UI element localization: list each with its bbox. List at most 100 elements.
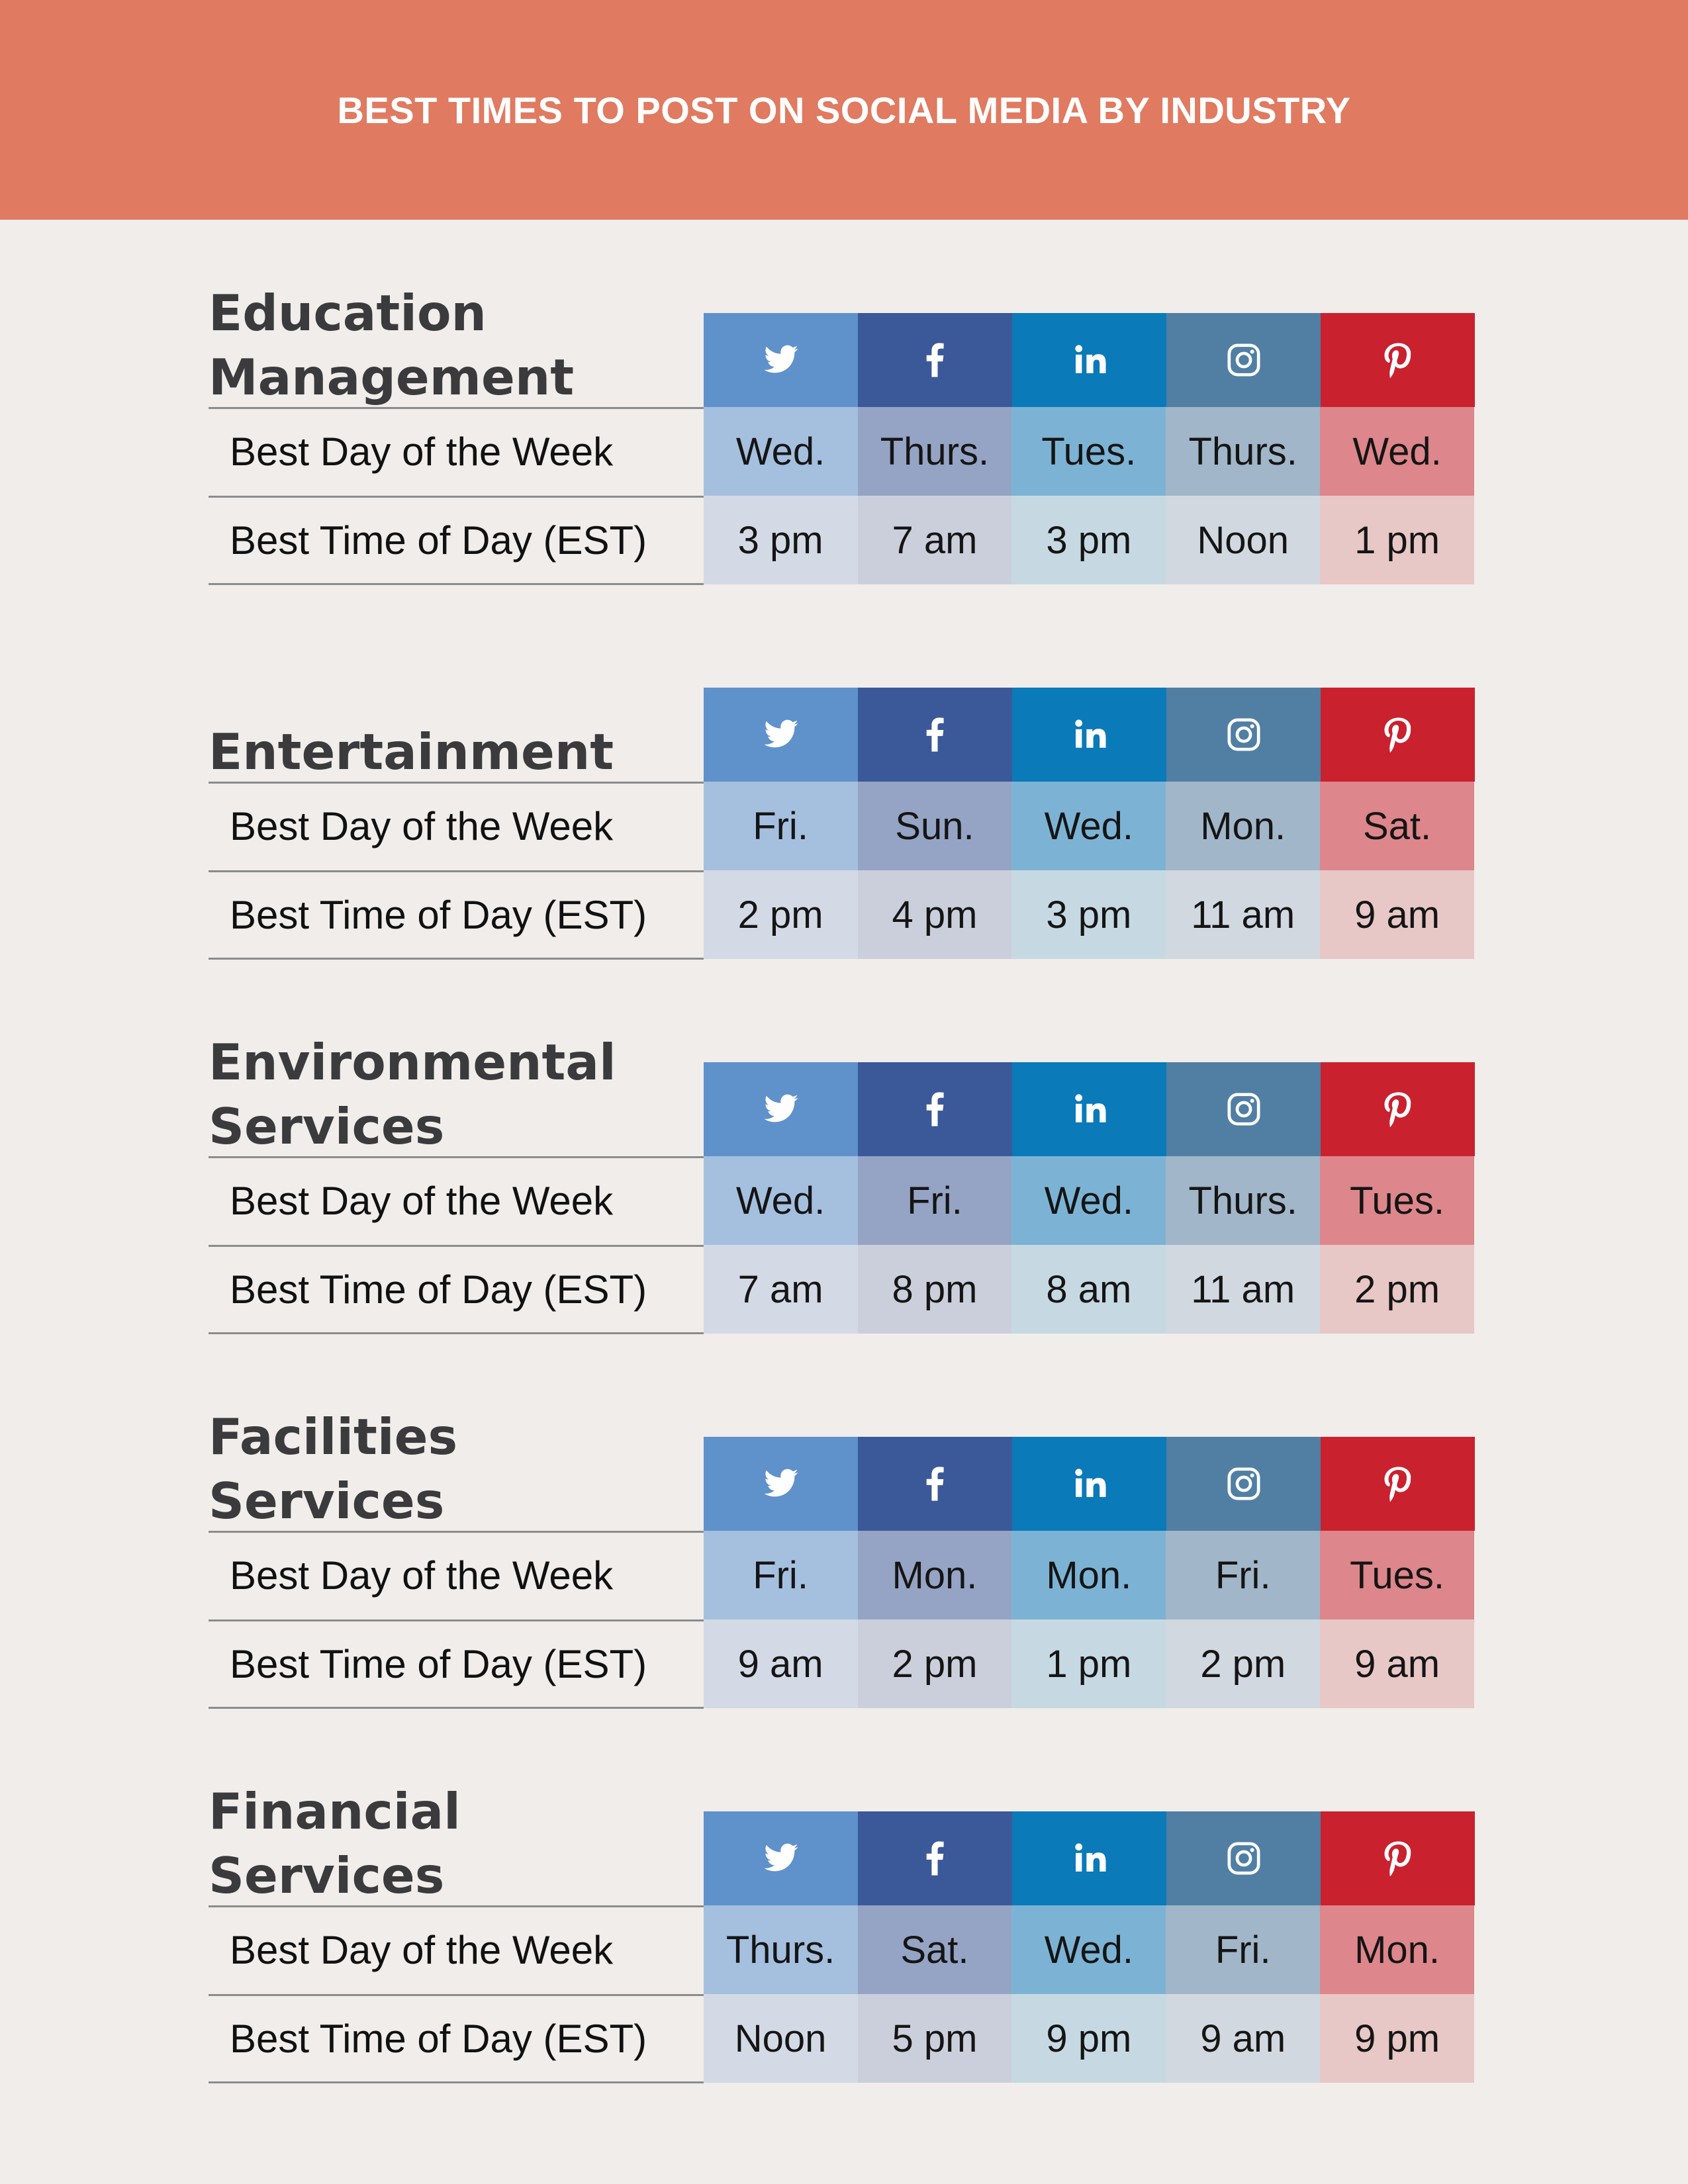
industry-title-line: Entertainment <box>209 723 614 781</box>
twitter-time-cell: 2 pm <box>703 870 858 959</box>
industry-title: Entertainment <box>209 720 698 784</box>
pinterest-day-cell: Wed. <box>1320 407 1474 496</box>
facebook-day-cell: Sat. <box>857 1905 1012 1994</box>
best-time-row: Best Time of Day (EST) 3 pm 7 am 3 pm Noon 1 … <box>209 496 1474 584</box>
row-label: Best Day of the Week <box>209 1905 704 1993</box>
pinterest-icon <box>1321 1062 1475 1156</box>
pinterest-icon <box>1321 1811 1475 1905</box>
best-day-row: Best Day of the Week Fri. Sun. Wed. Mon. Sat. <box>209 782 1474 870</box>
industry-block: Environmental Services Best Day of the Wee… <box>209 1033 1475 1335</box>
pinterest-day-cell: Tues. <box>1320 1156 1474 1245</box>
twitter-day-cell: Wed. <box>703 1156 858 1245</box>
row-label: Best Time of Day (EST) <box>209 1245 704 1332</box>
instagram-day-cell: Thurs. <box>1166 1156 1321 1245</box>
facebook-time-cell: 2 pm <box>857 1619 1012 1708</box>
industry-title-line: Education <box>209 284 487 342</box>
best-day-row: Best Day of the Week Wed. Fri. Wed. Thurs. Tu… <box>209 1156 1474 1245</box>
instagram-time-cell: 9 am <box>1166 1994 1321 2083</box>
facebook-time-cell: 5 pm <box>857 1994 1012 2083</box>
industry-title-line: Facilities <box>209 1408 458 1466</box>
twitter-day-cell: Fri. <box>703 1531 858 1619</box>
twitter-day-cell: Thurs. <box>703 1905 858 1994</box>
pinterest-icon <box>1321 313 1475 407</box>
row-label: Best Day of the Week <box>209 1156 704 1244</box>
pinterest-day-cell: Mon. <box>1320 1905 1474 1994</box>
industry-title-line: Environmental <box>209 1033 616 1091</box>
industry-block: Financial Services Best Day of the Week Thu… <box>209 1782 1475 2084</box>
twitter-time-cell: 3 pm <box>703 496 858 584</box>
pinterest-time-cell: 1 pm <box>1320 496 1474 584</box>
page-header: BEST TIMES TO POST ON SOCIAL MEDIA BY IN… <box>0 0 1688 220</box>
industry-block: Facilities Services Best Day of the Week Fr… <box>209 1408 1475 1709</box>
pinterest-time-cell: 9 pm <box>1320 1994 1474 2083</box>
instagram-day-cell: Fri. <box>1166 1531 1321 1619</box>
linkedin-time-cell: 9 pm <box>1011 1994 1166 2083</box>
twitter-icon <box>704 1811 858 1905</box>
best-day-row: Best Day of the Week Wed. Thurs. Tues. Thurs… <box>209 407 1474 496</box>
pinterest-day-cell: Tues. <box>1320 1531 1474 1619</box>
linkedin-day-cell: Wed. <box>1011 1156 1166 1245</box>
linkedin-day-cell: Wed. <box>1011 782 1166 870</box>
row-label: Best Day of the Week <box>209 1531 704 1618</box>
twitter-day-cell: Wed. <box>703 407 858 496</box>
facebook-time-cell: 7 am <box>857 496 1012 584</box>
divider <box>209 958 704 960</box>
instagram-day-cell: Mon. <box>1166 782 1321 870</box>
best-day-row: Best Day of the Week Thurs. Sat. Wed. Fri. Mo… <box>209 1905 1474 1994</box>
twitter-icon <box>704 313 858 407</box>
pinterest-time-cell: 2 pm <box>1320 1245 1474 1334</box>
row-label: Best Time of Day (EST) <box>209 870 704 958</box>
linkedin-time-cell: 3 pm <box>1011 496 1166 584</box>
linkedin-icon <box>1012 1811 1166 1905</box>
linkedin-day-cell: Tues. <box>1011 407 1166 496</box>
facebook-icon <box>858 1062 1012 1156</box>
industry-title: Facilities Services <box>209 1405 698 1533</box>
instagram-time-cell: 2 pm <box>1166 1619 1321 1708</box>
instagram-icon <box>1166 313 1321 407</box>
best-time-row: Best Time of Day (EST) Noon 5 pm 9 pm 9 am 9 … <box>209 1994 1474 2083</box>
facebook-day-cell: Sun. <box>857 782 1012 870</box>
pinterest-icon <box>1321 688 1475 782</box>
industry-block: Education Management Best Day of the Week W… <box>209 284 1475 586</box>
row-label: Best Time of Day (EST) <box>209 1994 704 2081</box>
twitter-time-cell: Noon <box>703 1994 858 2083</box>
linkedin-day-cell: Mon. <box>1011 1531 1166 1619</box>
facebook-icon <box>858 1437 1012 1531</box>
twitter-time-cell: 7 am <box>703 1245 858 1334</box>
network-header-row <box>704 1062 1475 1156</box>
linkedin-time-cell: 3 pm <box>1011 870 1166 959</box>
facebook-day-cell: Mon. <box>857 1531 1012 1619</box>
linkedin-time-cell: 1 pm <box>1011 1619 1166 1708</box>
best-time-row: Best Time of Day (EST) 7 am 8 pm 8 am 11 am 2… <box>209 1245 1474 1334</box>
pinterest-icon <box>1321 1437 1475 1531</box>
page-title: BEST TIMES TO POST ON SOCIAL MEDIA BY IN… <box>337 89 1351 131</box>
industry-title-line: Services <box>209 1846 445 1905</box>
industry-title: Environmental Services <box>209 1030 698 1159</box>
industry-title: Financial Services <box>209 1780 698 1908</box>
instagram-time-cell: 11 am <box>1166 1245 1321 1334</box>
linkedin-icon <box>1012 1437 1166 1531</box>
facebook-icon <box>858 313 1012 407</box>
facebook-icon <box>858 688 1012 782</box>
industry-title: Education Management <box>209 281 698 410</box>
instagram-day-cell: Thurs. <box>1166 407 1321 496</box>
linkedin-icon <box>1012 688 1166 782</box>
facebook-icon <box>858 1811 1012 1905</box>
pinterest-time-cell: 9 am <box>1320 1619 1474 1708</box>
industry-title-line: Management <box>209 348 575 406</box>
best-time-row: Best Time of Day (EST) 2 pm 4 pm 3 pm 11 am 9… <box>209 870 1474 959</box>
network-header-row <box>704 1437 1475 1531</box>
network-header-row <box>704 688 1475 782</box>
network-header-row <box>704 1811 1475 1905</box>
divider <box>209 2081 704 2083</box>
twitter-icon <box>704 1437 858 1531</box>
facebook-day-cell: Fri. <box>857 1156 1012 1245</box>
row-label: Best Day of the Week <box>209 407 704 494</box>
divider <box>209 1707 704 1709</box>
industry-title-line: Financial <box>209 1782 461 1841</box>
twitter-icon <box>704 1062 858 1156</box>
row-label: Best Time of Day (EST) <box>209 1619 704 1707</box>
network-header-row <box>704 313 1475 407</box>
row-label: Best Day of the Week <box>209 782 704 869</box>
instagram-icon <box>1166 1811 1321 1905</box>
